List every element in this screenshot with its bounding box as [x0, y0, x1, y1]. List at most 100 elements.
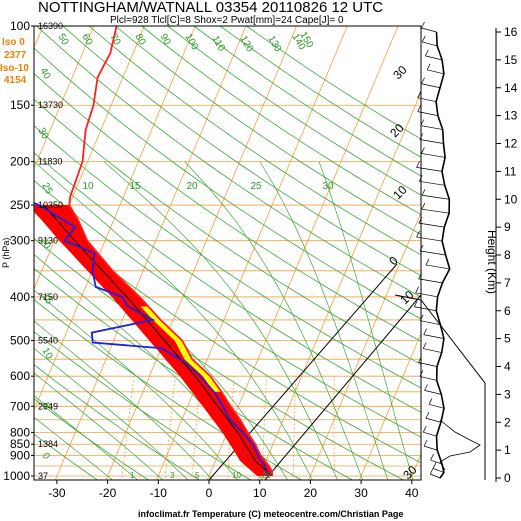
wind-barb: [422, 41, 438, 47]
wind-barb: [421, 27, 437, 33]
theta-label: 15: [39, 291, 54, 307]
geopotential-label: 13730: [38, 100, 63, 110]
x-tick-label: 40: [405, 486, 419, 500]
wind-barb-flag: [423, 439, 428, 447]
wind-barb: [430, 473, 441, 479]
mixing-ratio-label: 10: [232, 471, 241, 480]
height-tick-label: 4: [504, 360, 511, 374]
dry-adiabat-line: [36, 26, 421, 298]
dry-adiabat-line: [34, 268, 354, 480]
geopotential-label: 2949: [38, 401, 58, 411]
wind-barb: [423, 348, 442, 353]
moist-adiabat-line: [34, 161, 313, 480]
moist-adiabat-line: [318, 161, 414, 480]
wind-barb: [415, 292, 438, 298]
moist-adiabat-line: [34, 320, 214, 480]
wind-barb: [423, 431, 437, 437]
theta-label: 30: [35, 126, 50, 142]
theta-label: 70: [107, 32, 122, 48]
wind-barb-flag: [417, 91, 421, 98]
mixing-ratio-label: 1: [130, 471, 135, 480]
theta-label: 10: [39, 346, 54, 362]
x-tick-label: -30: [48, 486, 66, 500]
height-tick-label: 1: [504, 443, 511, 457]
height-tick-label: 3: [504, 387, 511, 401]
wind-barb: [418, 278, 443, 284]
height-tick-label: 14: [504, 81, 518, 95]
iso-10-label: Iso-10: [0, 63, 29, 74]
theta-e-label: 15: [129, 181, 141, 192]
wind-barb: [425, 264, 450, 270]
y-tick-label: 100: [10, 19, 30, 33]
dry-adiabat-line: [34, 331, 252, 480]
wind-barb-flag: [428, 398, 433, 405]
wind-barb-flag: [422, 426, 427, 433]
wind-barb-flag: [426, 63, 431, 70]
y2-axis-label: Height (Km): [485, 230, 499, 294]
dry-adiabat-line: [115, 26, 421, 235]
hodograph-trace: [439, 419, 481, 471]
moist-adiabat-line: [34, 289, 239, 480]
wind-barb-flag: [421, 21, 425, 29]
height-tick-label: 8: [504, 248, 511, 262]
geopotential-label: 9130: [38, 236, 58, 246]
wind-barb-flag: [421, 203, 426, 210]
height-tick-label: 11: [504, 164, 517, 178]
geopotential-label: 37: [38, 471, 48, 481]
geopotential-label: 10350: [38, 200, 63, 210]
dry-adiabat-line: [34, 398, 150, 480]
iso0-label: Iso 0: [2, 37, 25, 48]
mixing-ratio-label: 20: [262, 471, 271, 480]
wind-barb-flag: [417, 105, 421, 112]
wind-barb: [419, 180, 445, 186]
x-tick-label: 0: [206, 486, 213, 500]
plot-frame: [33, 25, 422, 481]
theta-label: 25: [39, 181, 54, 197]
theta-e-label: 30: [322, 181, 334, 192]
moist-adiabat-line: [103, 161, 338, 480]
moist-adiabat-line: [184, 161, 363, 480]
wind-barb-flag: [430, 453, 434, 461]
wind-barb-flag: [416, 230, 420, 238]
y-tick-label: 300: [10, 234, 30, 248]
y-tick-label: 250: [10, 198, 30, 212]
height-tick-label: 12: [504, 137, 518, 151]
dry-adiabat-line: [141, 26, 421, 215]
mixing-ratio-label: 5: [195, 471, 200, 480]
dry-adiabat-line: [34, 125, 421, 389]
y-tick-label: 200: [10, 154, 30, 168]
theta-label: 80: [132, 32, 147, 48]
height-tick-label: 2: [504, 415, 511, 429]
iso-10-height: 4154: [4, 75, 27, 86]
wind-barb-flag: [421, 35, 426, 43]
dry-adiabat-line: [34, 72, 421, 342]
wind-barb-flag: [425, 412, 430, 419]
geopotential-label: 11830: [38, 156, 62, 166]
theta-label: 5: [39, 401, 52, 412]
y-tick-label: 850: [10, 437, 30, 451]
geopotential-label: 5540: [38, 336, 58, 346]
height-tick-label: 6: [504, 304, 511, 318]
wind-profile-line: [435, 31, 451, 479]
dry-adiabat-line: [34, 237, 405, 480]
iso0-height: 2377: [4, 50, 27, 61]
geopotential-label: 7150: [38, 292, 58, 302]
isotherm-line: [105, 26, 297, 480]
wind-barb: [424, 390, 442, 395]
theta-label: 0: [39, 451, 52, 462]
moist-adiabat-line: [34, 347, 189, 480]
theta-e-label: 10: [82, 181, 94, 192]
y-tick-label: 900: [10, 448, 30, 462]
dry-adiabat-line: [34, 47, 421, 320]
y-tick-label: 150: [10, 98, 30, 112]
moist-adiabat-line: [34, 416, 114, 480]
y-tick-label: 500: [10, 334, 30, 348]
y-tick-label: 1000: [3, 469, 30, 483]
profiles-layer: [34, 26, 274, 477]
x-axis-label: infoclimat.fr Temperature (C) meteocentr…: [138, 509, 403, 519]
parcel-profile-line: [43, 204, 273, 477]
dry-adiabat-line: [34, 433, 99, 480]
height-tick-label: 5: [504, 332, 511, 346]
wind-barb: [418, 362, 438, 367]
height-tick-label: 13: [504, 109, 518, 123]
